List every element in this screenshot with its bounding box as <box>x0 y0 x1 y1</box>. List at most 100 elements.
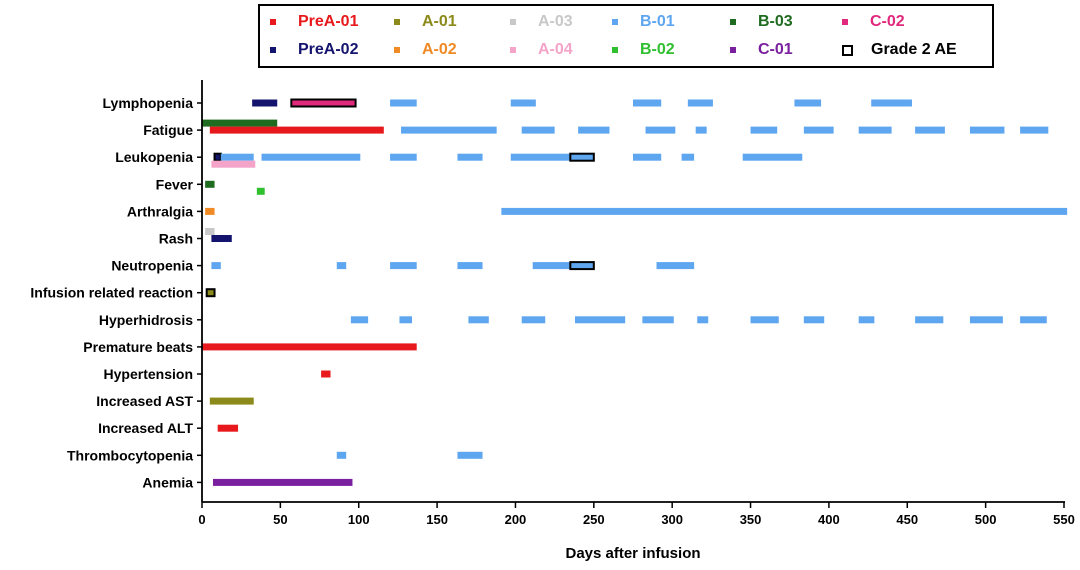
bar-neutropenia-b-01 <box>390 262 417 270</box>
bar-hyperhidrosis-b-01 <box>915 316 944 324</box>
bar-leukopenia-b-01 <box>261 153 361 161</box>
bar-segments <box>202 98 1068 486</box>
legend-label: A-03 <box>538 13 573 30</box>
bar-leukopenia-a-04 <box>211 160 256 168</box>
y-label-hypertension: Hypertension <box>104 366 193 382</box>
bar-leukopenia-b-01 <box>633 153 662 161</box>
bar-leukopenia-b-01 <box>510 153 571 161</box>
x-tick-label: 550 <box>1053 512 1075 527</box>
bar-increased-alt-prea-01 <box>217 424 239 432</box>
x-tick-label: 450 <box>896 512 918 527</box>
bar-leukopenia-b-01 <box>390 153 417 161</box>
bar-lymphopenia-b-01 <box>794 99 822 107</box>
bar-hyperhidrosis-b-01 <box>969 316 1003 324</box>
y-label-thrombocytopenia: Thrombocytopenia <box>67 447 193 463</box>
x-tick-label: 100 <box>348 512 370 527</box>
x-tick-label: 500 <box>975 512 997 527</box>
legend-swatch <box>270 19 276 25</box>
y-label-premature-beats: Premature beats <box>83 339 193 355</box>
bar-fatigue-b-01 <box>858 126 892 134</box>
bar-rash-a-03 <box>205 228 215 235</box>
bar-fatigue-b-01 <box>401 126 497 134</box>
bar-neutropenia-b-01-grade2 <box>569 261 595 271</box>
x-tick-label: 250 <box>583 512 605 527</box>
legend-item-a-04: A-04 <box>510 38 573 62</box>
bar-lymphopenia-b-01 <box>633 99 662 107</box>
bar-leukopenia-b-01 <box>457 153 483 161</box>
y-label-rash: Rash <box>159 231 193 247</box>
bar-lymphopenia-c-02-grade2 <box>290 98 357 108</box>
legend-swatch <box>612 19 618 25</box>
y-label-leukopenia: Leukopenia <box>115 149 193 165</box>
y-label-anemia: Anemia <box>142 474 193 490</box>
legend-swatch <box>612 47 618 53</box>
legend-label: A-02 <box>422 41 457 58</box>
bar-hyperhidrosis-b-01 <box>1020 316 1047 324</box>
y-label-neutropenia: Neutropenia <box>111 258 193 274</box>
bar-hyperhidrosis-b-01 <box>521 316 546 324</box>
chart-legend: PreA-01 A-01 A-03 B-01 B-03 C-02 PreA-02 A-02 A-… <box>258 4 994 68</box>
bar-fatigue-b-01 <box>695 126 707 134</box>
legend-item-a-01: A-01 <box>394 10 457 34</box>
bar-hypertension-prea-01 <box>321 370 331 378</box>
bar-fever-b-02 <box>256 187 265 195</box>
bar-fatigue-b-01 <box>915 126 945 134</box>
legend-item-a-02: A-02 <box>394 38 457 62</box>
y-axis-labels: Lymphopenia Fatigue Leukopenia Fever Arthral… <box>30 95 202 490</box>
bar-fatigue-b-01 <box>750 126 778 134</box>
legend-swatch <box>510 19 516 25</box>
bar-fatigue-b-01 <box>1020 126 1049 134</box>
y-label-increased-ast: Increased AST <box>96 393 193 409</box>
bar-anemia-c-01 <box>212 478 353 486</box>
x-tick-label: 400 <box>818 512 840 527</box>
legend-label: B-02 <box>640 41 675 58</box>
legend-swatch <box>394 47 400 53</box>
axes: 0 50 100 150 200 250 300 350 400 450 500 550 Days af… <box>198 80 1075 562</box>
legend-item-b-01: B-01 <box>612 10 675 34</box>
bar-arthralgia-a-02 <box>205 207 215 215</box>
bar-hyperhidrosis-b-01 <box>803 316 825 324</box>
bar-fatigue-prea-01 <box>209 126 384 134</box>
legend-item-prea-02: PreA-02 <box>270 38 358 62</box>
bar-fever-b-03 <box>205 180 215 188</box>
bar-hyperhidrosis-b-01 <box>697 316 709 324</box>
y-label-hyperhidrosis: Hyperhidrosis <box>99 312 193 328</box>
legend-label: B-03 <box>758 13 793 30</box>
legend-item-b-02: B-02 <box>612 38 675 62</box>
legend-swatch <box>510 47 516 53</box>
legend-item-grade-2-ae: Grade 2 AE <box>842 38 957 62</box>
legend-swatch <box>394 19 400 25</box>
x-tick-label: 300 <box>661 512 683 527</box>
bar-leukopenia-b-01 <box>681 153 695 161</box>
bar-lymphopenia-b-01 <box>390 99 417 107</box>
bar-hyperhidrosis-b-01 <box>642 316 674 324</box>
legend-label: A-04 <box>538 41 573 58</box>
bar-lymphopenia-b-01 <box>510 99 536 107</box>
legend-swatch <box>842 44 853 56</box>
legend-label: C-02 <box>870 13 905 30</box>
bar-leukopenia-b-01 <box>742 153 803 161</box>
legend-label: C-01 <box>758 41 793 58</box>
bar-fatigue-b-01 <box>578 126 610 134</box>
x-axis-title: Days after infusion <box>565 545 700 562</box>
bar-hyperhidrosis-b-01 <box>350 316 369 324</box>
bar-fatigue-b-01 <box>645 126 676 134</box>
bar-neutropenia-b-01 <box>211 262 221 270</box>
y-label-fever: Fever <box>156 176 194 192</box>
y-label-increased-alt: Increased ALT <box>98 420 193 436</box>
bar-neutropenia-b-01 <box>656 262 695 270</box>
bar-hyperhidrosis-b-01 <box>399 316 413 324</box>
legend-label: PreA-01 <box>298 13 359 30</box>
legend-item-c-02: C-02 <box>842 10 905 34</box>
legend-item-a-03: A-03 <box>510 10 573 34</box>
bar-premature-beats-prea-01 <box>202 343 417 351</box>
legend-swatch <box>730 19 736 25</box>
bar-fatigue-b-01 <box>969 126 1005 134</box>
x-tick-label: 0 <box>198 512 205 527</box>
bar-lymphopenia-b-01 <box>871 99 912 107</box>
bar-infusion-related-reaction-a-01-grade2 <box>205 288 216 298</box>
bar-fatigue-b-01 <box>803 126 834 134</box>
bar-neutropenia-b-01 <box>457 262 483 270</box>
bar-increased-ast-a-01 <box>209 397 254 405</box>
